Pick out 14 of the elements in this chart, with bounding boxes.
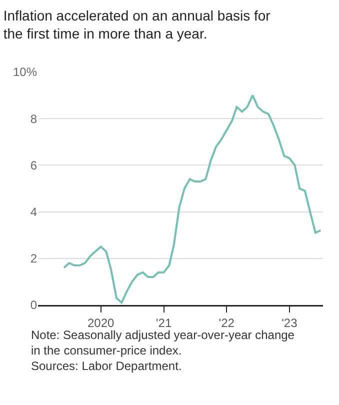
x-tick-label: '22 [218,316,235,330]
line-series [62,94,322,304]
x-tick-label: 2020 [87,316,114,330]
x-tick-label: '21 [156,316,172,330]
y-tick-label: 0 [30,298,38,312]
y-tick-label: 8 [30,112,38,126]
y-tick-label: 10% [12,65,38,80]
y-tick-label: 2 [30,252,38,266]
y-tick-label: 6 [30,158,38,172]
x-tick-label: '23 [282,316,298,330]
source-note: Sources: Labor Department. [31,359,182,373]
chart-title: Inflation accelerated on an annual basis for the first time in more than a year. [3,7,271,42]
text: Note: Seasonally adjusted year-over-year change in the consumer-price index. [31,328,295,358]
y-tick-label: 4 [30,205,38,219]
